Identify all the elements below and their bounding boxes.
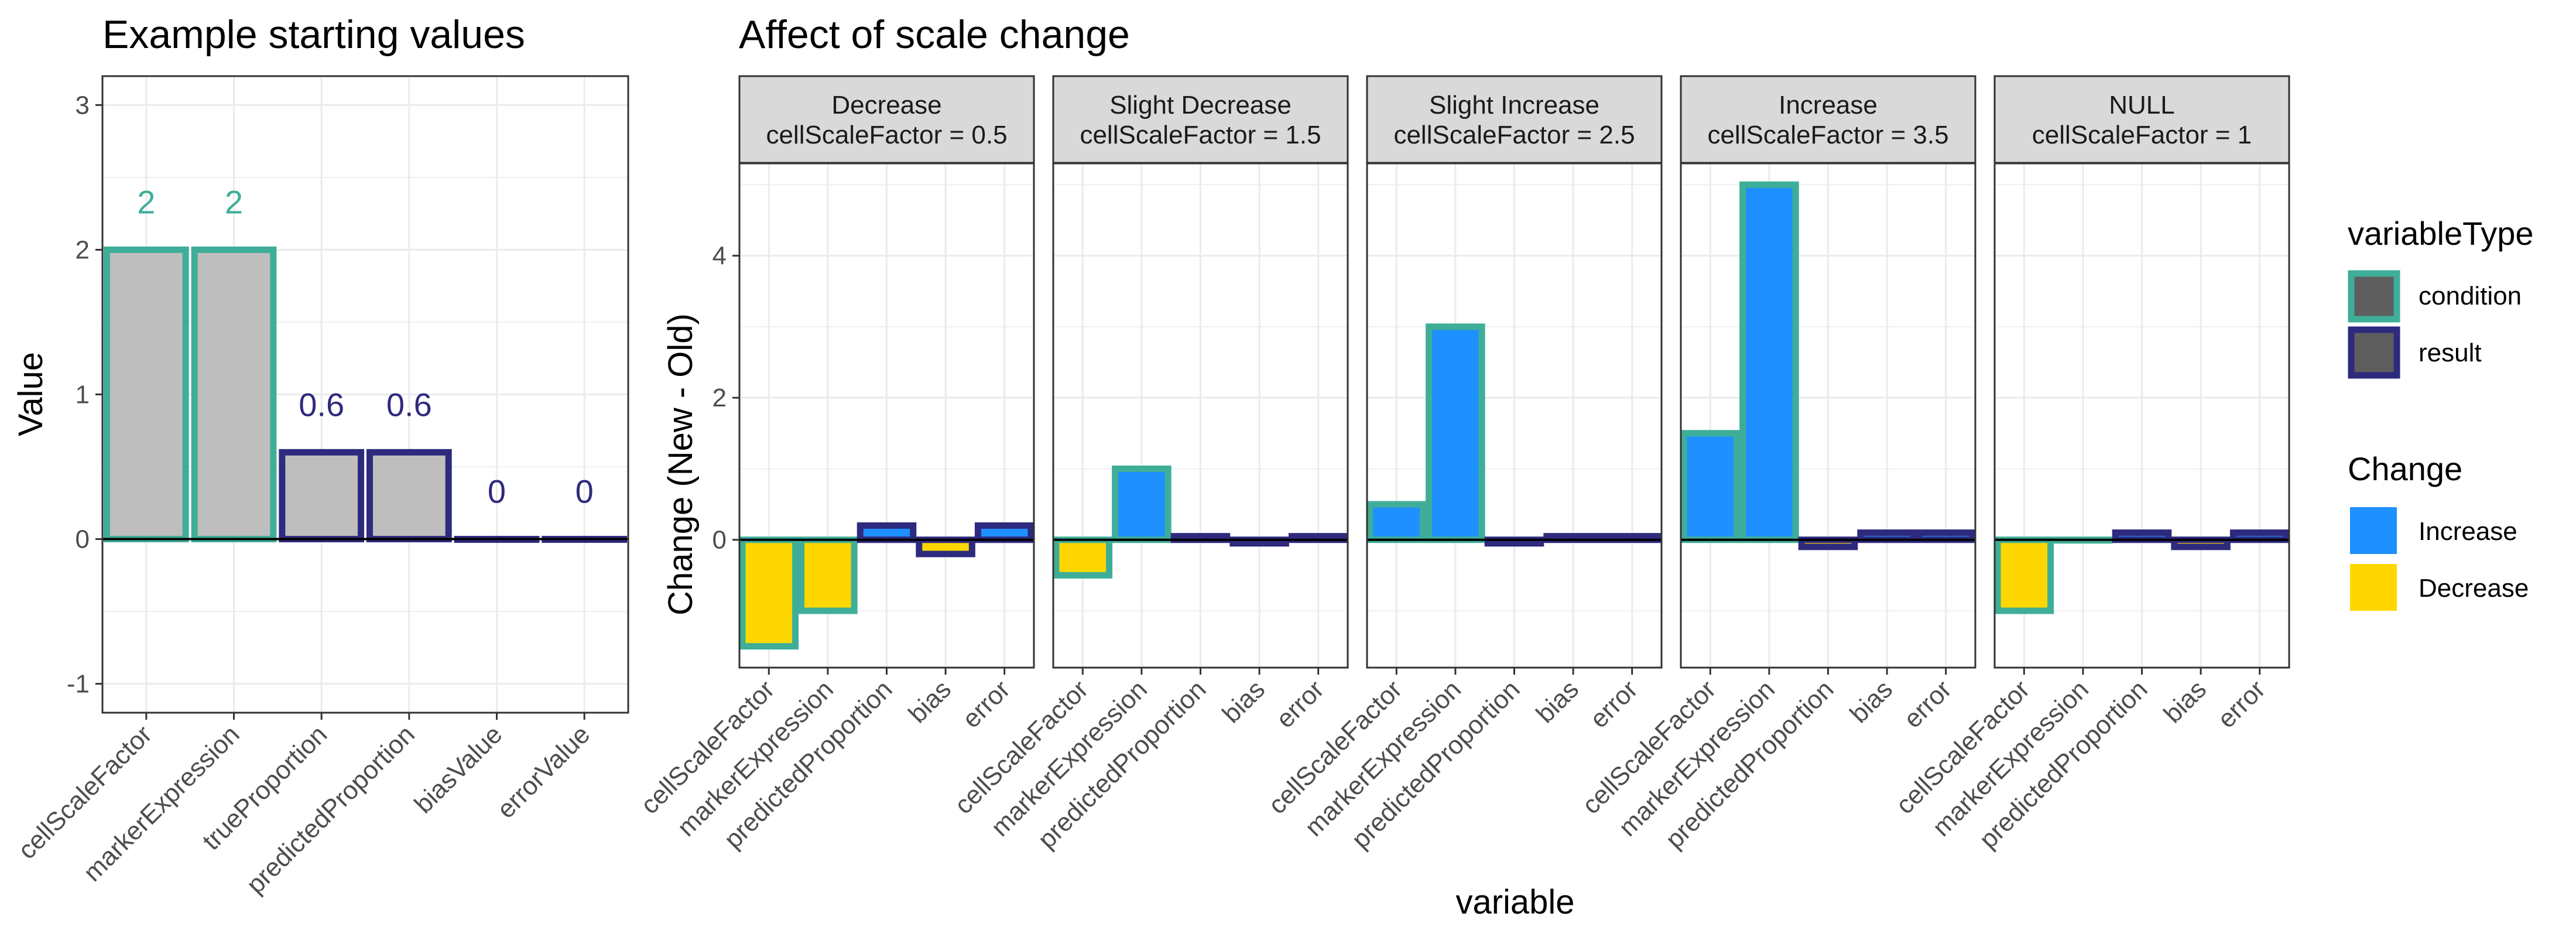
facet-bar-markerExpression [798,536,858,614]
right-y-tick-label: 4 [712,242,727,271]
facet-bar-cellScaleFactor [1053,536,1113,579]
facet-bar-cellScaleFactor [739,536,799,650]
facet-strip [1993,75,2290,164]
facet-x-tick-label: error [1270,675,1329,733]
right-x-axis-title: variable [1455,883,1574,921]
legend-key-increase [2350,507,2397,554]
facet-strip-label-line2: cellScaleFactor = 1.5 [1080,121,1321,149]
legend-label-decrease: Decrease [2419,574,2529,603]
left-x-tick-label: errorValue [492,720,596,824]
facet-bar-markerExpression [1112,465,1171,543]
right-y-axis-title: Change (New - Old) [662,313,700,615]
facet-strip-label-line2: cellScaleFactor = 2.5 [1393,121,1635,149]
legend-change: Change Increase Decrease [2348,450,2529,611]
left-bar-value-label: 0 [488,473,506,510]
facet-x-tick-label: error [1584,675,1643,733]
left-y-tick-label: 0 [76,525,90,554]
left-bar-value-label: 0.6 [299,386,344,423]
facet-x-tick-label: bias [1844,675,1898,729]
facet-bar-cellScaleFactor [1680,430,1741,543]
legend-variable-type-title: variableType [2348,215,2534,252]
left-bar-predictedProportion [366,449,452,543]
facet-bar-markerExpression [1426,323,1485,543]
facet-strip-label-line1: Slight Decrease [1109,91,1292,119]
left-chart-title: Example starting values [102,12,525,57]
facet-bar-predictedProportion [857,522,917,543]
facet-bar-cellScaleFactor [1994,536,2054,614]
facet-x-tick-label: error [957,675,1015,733]
legend-label-increase: Increase [2419,517,2517,546]
facet-strip-label-line2: cellScaleFactor = 3.5 [1707,121,1948,149]
facet-x-tick-label: bias [903,675,957,729]
facet-bar-cellScaleFactor [1366,501,1427,543]
left-bar-value-label: 0.6 [386,386,432,423]
left-y-tick-label: 3 [76,91,90,119]
right-y-tick-label: 0 [712,526,727,555]
facet-strip-label-line1: Increase [1779,91,1878,119]
facet-strip [738,75,1035,164]
facet-x-tick-label: error [1898,675,1957,733]
facet-strip-label-line1: NULL [2109,91,2175,119]
legend-label-result: result [2419,338,2482,367]
left-bar-cellScaleFactor [103,246,189,543]
legend-variable-type: variableType condition result [2348,215,2534,379]
legend-change-title: Change [2348,450,2462,487]
right-y-tick-label: 2 [712,384,727,412]
facet-strip-label-line2: cellScaleFactor = 1 [2032,121,2252,149]
facet-bar-bias [916,536,975,558]
left-x-tick-label: markerExpression [78,720,245,887]
left-bar-value-label: 2 [137,183,155,220]
legend-key-condition [2348,270,2400,323]
legend-label-condition: condition [2419,282,2522,310]
facet-x-tick-label: bias [1530,675,1584,729]
left-y-axis-title: Value [12,352,50,436]
legend-key-decrease [2350,564,2397,611]
facet-bar-error [974,522,1034,543]
facet-strip [1366,75,1663,164]
left-y-tick-label: 1 [76,381,90,409]
facet-x-tick-label: bias [1217,675,1270,729]
facet-strip-label-line2: cellScaleFactor = 0.5 [766,121,1007,149]
facet-strip-label-line1: Decrease [831,91,941,119]
facet-strip [1680,75,1976,164]
facet-x-tick-label: error [2212,675,2270,733]
left-bar-markerExpression [191,246,277,543]
right-chart-title: Affect of scale change [739,12,1130,57]
left-y-tick-label: 2 [76,235,90,264]
left-plot-panel: 2 20.6 0.60 0-10123cellScaleFactormarkerExp… [13,75,629,900]
facet-strip [1052,75,1349,164]
legend-key-result [2348,326,2400,379]
facet-bar-markerExpression [1739,181,1799,543]
left-x-tick-label: predictedProportion [241,720,420,899]
facet-strip-label-line1: Slight Increase [1429,91,1599,119]
left-y-tick-label: -1 [67,670,90,699]
left-bar-value-label: 2 [225,183,243,220]
left-bar-value-label: 0 [576,473,594,510]
left-bar-trueProportion [279,449,365,543]
facet-x-tick-label: bias [2158,675,2212,729]
